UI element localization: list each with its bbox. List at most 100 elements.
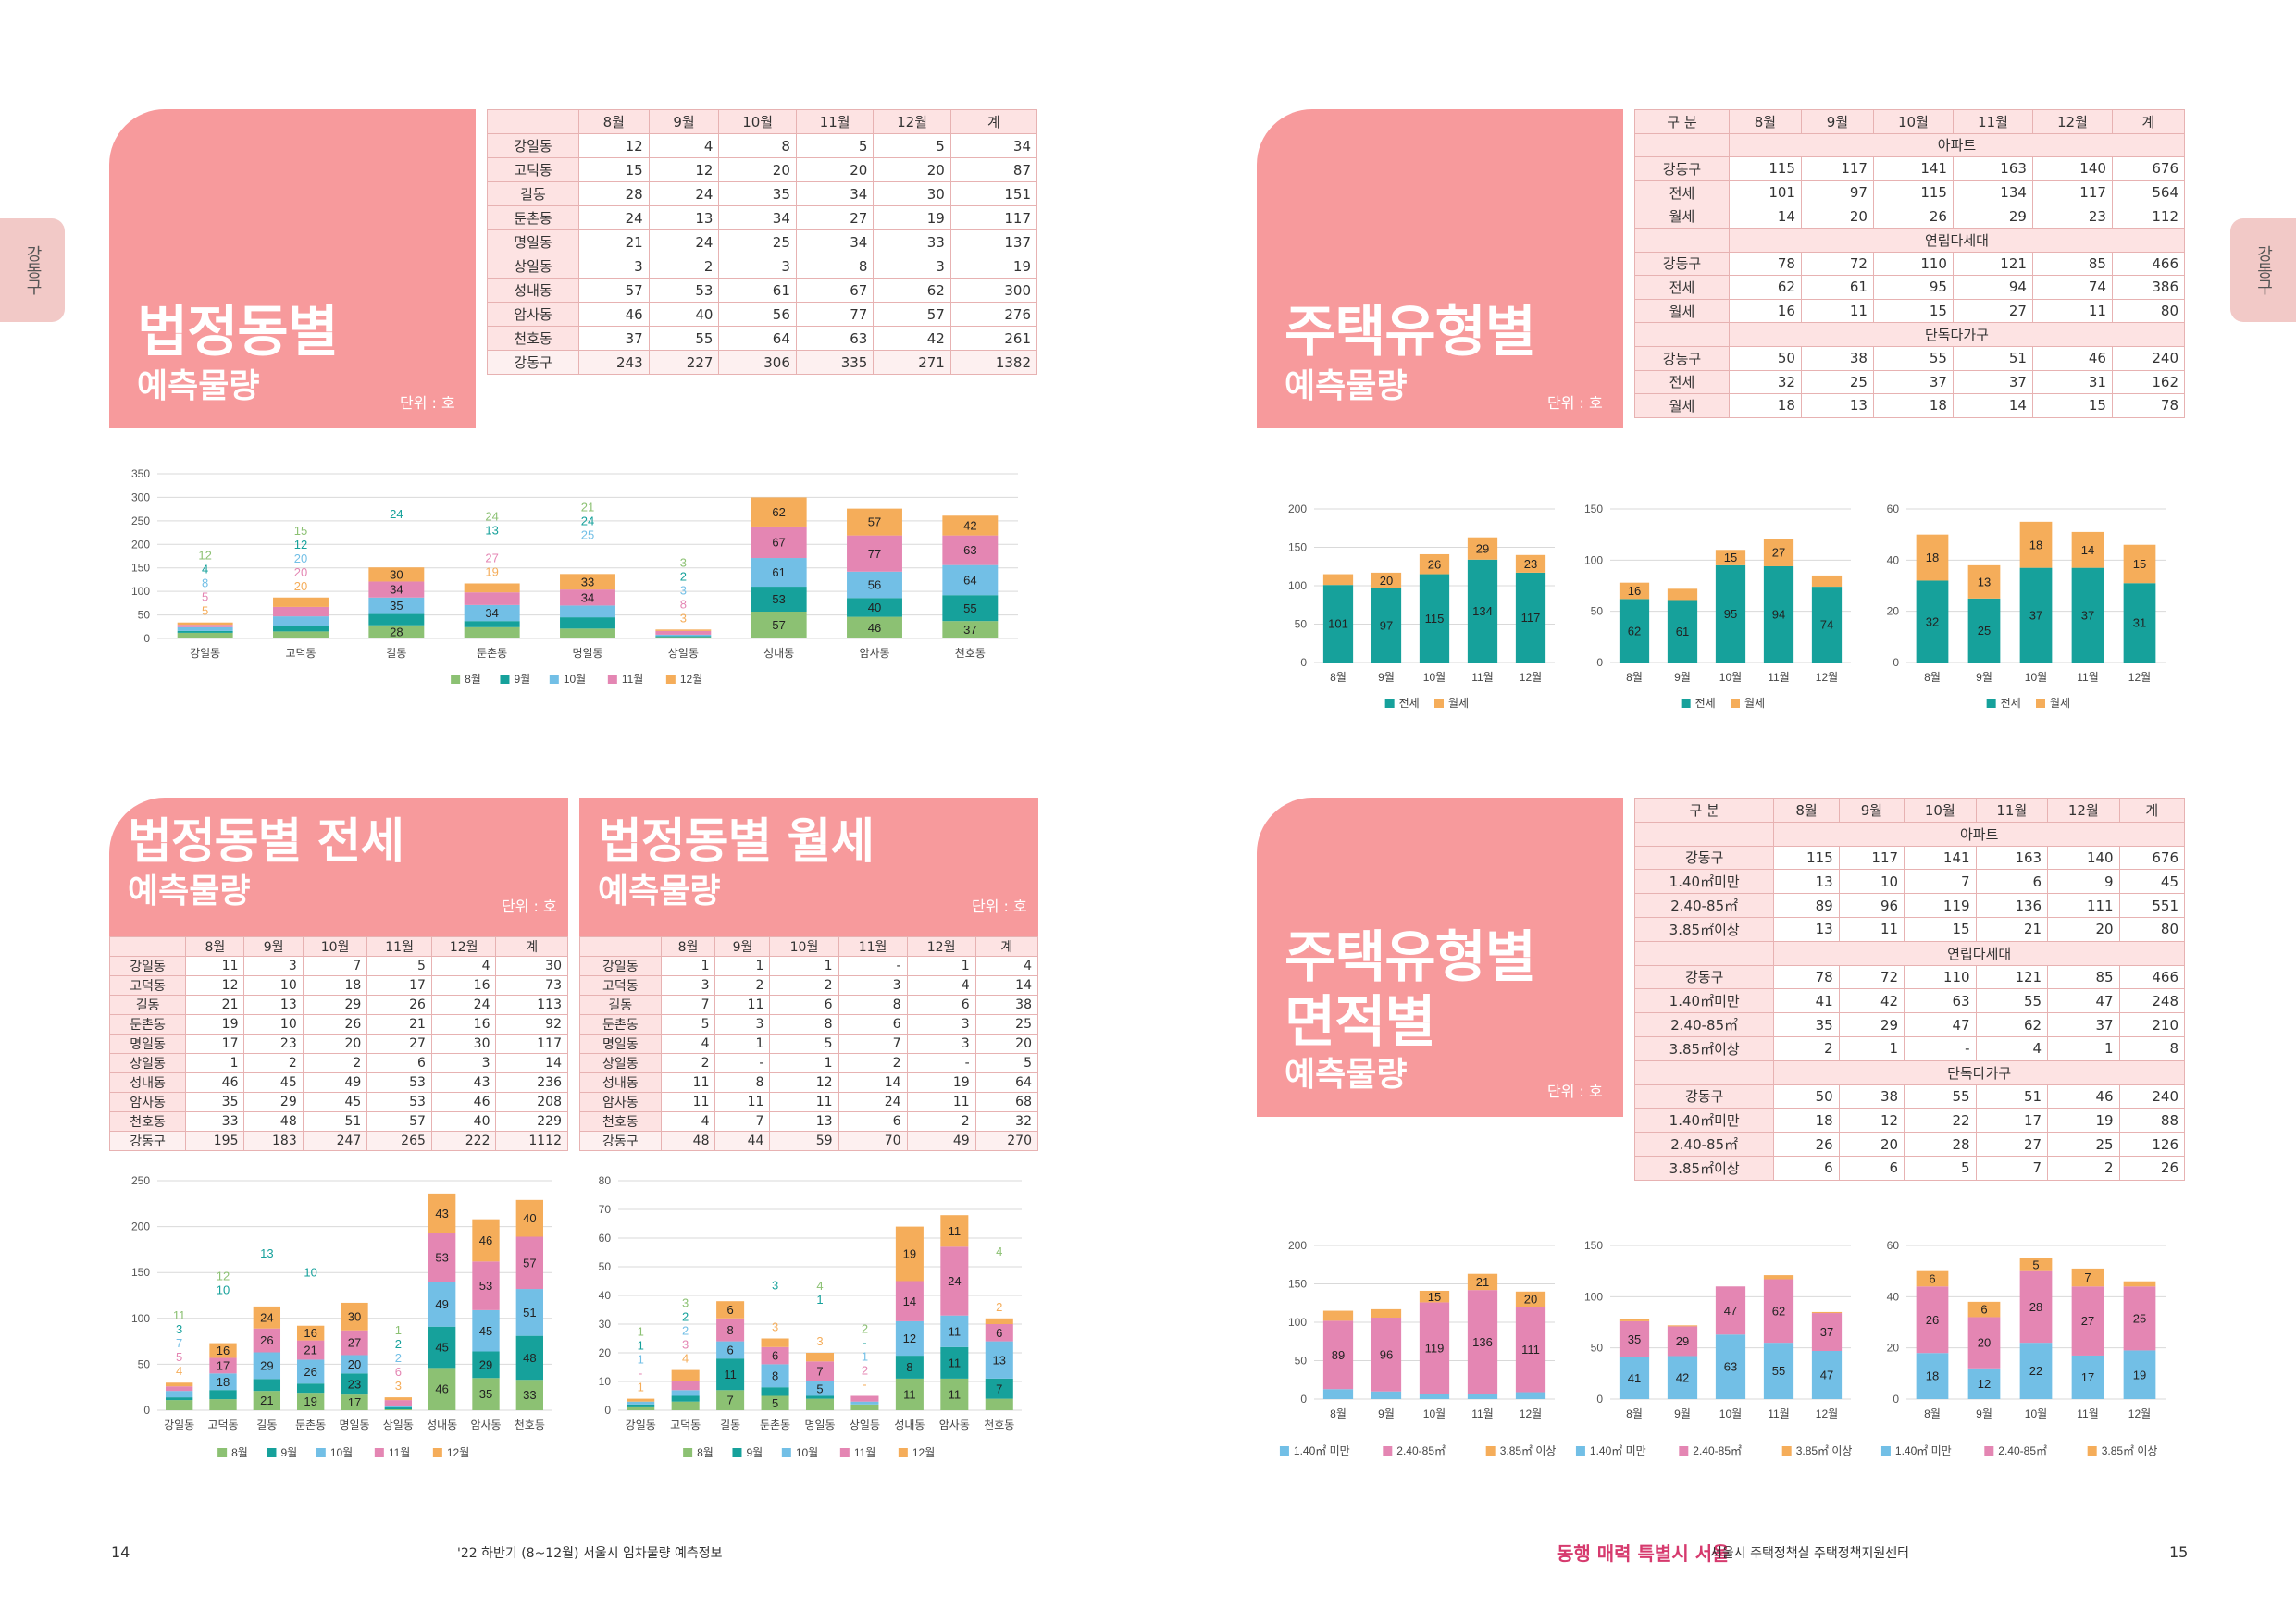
table-cell: 8 bbox=[714, 1072, 771, 1093]
section-header: 단독다가구 bbox=[1728, 322, 2186, 347]
x-tick-label: 10월 bbox=[2025, 671, 2047, 684]
bar-segment bbox=[1715, 564, 1746, 663]
x-tick-label: 둔촌동 bbox=[477, 647, 507, 660]
table-cell: 7 bbox=[714, 1111, 771, 1132]
data-label: 119 bbox=[1425, 1341, 1445, 1355]
table-cell: 3 bbox=[873, 254, 951, 279]
bar-segment bbox=[253, 1352, 281, 1380]
table-row: 암사동 35 29 45 53 46 208 bbox=[108, 1092, 568, 1112]
row-header: 강동구 bbox=[1634, 251, 1730, 277]
data-label: 3 bbox=[176, 1322, 182, 1336]
data-label: 11 bbox=[949, 1324, 962, 1338]
legend-swatch bbox=[1384, 699, 1395, 708]
table-cell: 25 bbox=[1800, 369, 1874, 395]
table-cell: 88 bbox=[2118, 1108, 2186, 1134]
table-cell: 33 bbox=[185, 1111, 245, 1132]
table-cell: 163 bbox=[1952, 156, 2033, 181]
table-cell: 2 bbox=[838, 1053, 908, 1073]
y-tick-label: 30 bbox=[599, 1318, 612, 1331]
bar-segment bbox=[464, 626, 520, 638]
legend-swatch bbox=[781, 1448, 791, 1457]
bar-segment bbox=[472, 1351, 500, 1379]
bar-segment bbox=[341, 1355, 368, 1374]
table-cell: 5 bbox=[795, 133, 875, 158]
bar-segment bbox=[368, 581, 425, 598]
unit-label: 단위 : 호 bbox=[1547, 1083, 1603, 1100]
x-tick-label: 8월 bbox=[1330, 1407, 1347, 1420]
table-cell: 72 bbox=[1800, 251, 1874, 277]
table-cell: 335 bbox=[795, 350, 875, 375]
data-label: 2 bbox=[680, 569, 687, 583]
table-cell: 17 bbox=[366, 975, 432, 996]
y-tick-label: 150 bbox=[131, 1266, 150, 1279]
y-tick-label: 40 bbox=[1887, 1290, 1900, 1303]
data-label: 20 bbox=[294, 565, 307, 579]
y-tick-label: 50 bbox=[1295, 618, 1308, 631]
table-cell: 10 bbox=[243, 1014, 304, 1035]
data-label: 1 bbox=[862, 1350, 868, 1364]
bar-segment bbox=[1371, 588, 1402, 663]
x-tick-label: 고덕동 bbox=[207, 1419, 238, 1431]
row-header: 강동구 bbox=[1634, 156, 1730, 181]
table-cell: 49 bbox=[906, 1131, 976, 1151]
table-row: 강동구 195 183 247 265 222 1112 bbox=[108, 1131, 568, 1151]
table-cell: 136 bbox=[1975, 893, 2049, 918]
data-label: 8 bbox=[726, 1323, 733, 1337]
table-cell: 117 bbox=[2031, 180, 2113, 205]
table-row: 성내동 11 8 12 14 19 64 bbox=[579, 1072, 1039, 1093]
data-label: 3 bbox=[772, 1320, 778, 1334]
bar-segment bbox=[627, 1406, 655, 1410]
table-cell: 16 bbox=[1728, 298, 1802, 324]
bar-segment bbox=[716, 1341, 745, 1359]
table-cell: 42 bbox=[1838, 988, 1905, 1014]
table-cell: 27 bbox=[795, 205, 875, 230]
bar-segment bbox=[1916, 1353, 1949, 1399]
data-label: 55 bbox=[1772, 1364, 1785, 1378]
x-tick-label: 8월 bbox=[1924, 1407, 1941, 1420]
table-cell: 78 bbox=[1728, 251, 1802, 277]
table-row: 강동구 78 72 110 121 85 466 bbox=[1634, 251, 2186, 277]
page-title: 법정동별 bbox=[137, 300, 339, 365]
data-label: 6 bbox=[726, 1303, 733, 1317]
table-cell: 26 bbox=[366, 995, 432, 1015]
data-label: 13 bbox=[485, 523, 498, 537]
column-header: 12월 bbox=[2031, 109, 2113, 134]
table-cell: 8 bbox=[2118, 1035, 2186, 1061]
row-header: 상일동 bbox=[108, 1053, 187, 1073]
table-cell: 4 bbox=[906, 975, 976, 996]
legend-label: 전세 bbox=[1399, 697, 1420, 710]
bar-segment bbox=[1916, 580, 1949, 663]
table-cell: 53 bbox=[366, 1092, 432, 1112]
y-tick-label: 0 bbox=[143, 632, 150, 645]
row-header: 월세 bbox=[1634, 204, 1730, 229]
table-cell: 229 bbox=[495, 1111, 568, 1132]
data-label: 11 bbox=[724, 1368, 737, 1381]
bar-segment bbox=[296, 1325, 325, 1341]
legend-swatch bbox=[732, 1448, 742, 1457]
data-label: 67 bbox=[772, 536, 785, 550]
table-row: 3.85㎡이상 6 6 5 7 2 26 bbox=[1633, 1155, 2186, 1181]
table-cell: 35 bbox=[718, 181, 797, 206]
table-cell: 110 bbox=[1872, 251, 1954, 277]
legend-label: 11월 bbox=[622, 673, 644, 686]
table-cell: 21 bbox=[185, 995, 245, 1015]
table-cell: 51 bbox=[1975, 1084, 2049, 1109]
bar-segment bbox=[847, 598, 902, 617]
table-cell: 7 bbox=[838, 1034, 908, 1054]
data-label: 2 bbox=[682, 1310, 689, 1324]
data-label: 31 bbox=[2133, 616, 2146, 630]
data-label: 5 bbox=[816, 1381, 823, 1395]
row-header: 천호동 bbox=[487, 326, 579, 351]
bar-segment bbox=[1619, 599, 1650, 663]
row-header: 암사동 bbox=[579, 1092, 662, 1112]
table-cell: 43 bbox=[430, 1072, 497, 1093]
bar-segment bbox=[177, 622, 233, 626]
table-cell: 4 bbox=[648, 133, 720, 158]
data-label: 3 bbox=[816, 1334, 823, 1348]
section-spacer bbox=[1633, 1059, 1775, 1085]
row-header: 둔촌동 bbox=[487, 205, 579, 230]
bar-segment bbox=[751, 612, 807, 638]
legend-swatch bbox=[316, 1448, 326, 1457]
table-cell: 3 bbox=[838, 975, 908, 996]
table-cell: 37 bbox=[2047, 1012, 2120, 1037]
